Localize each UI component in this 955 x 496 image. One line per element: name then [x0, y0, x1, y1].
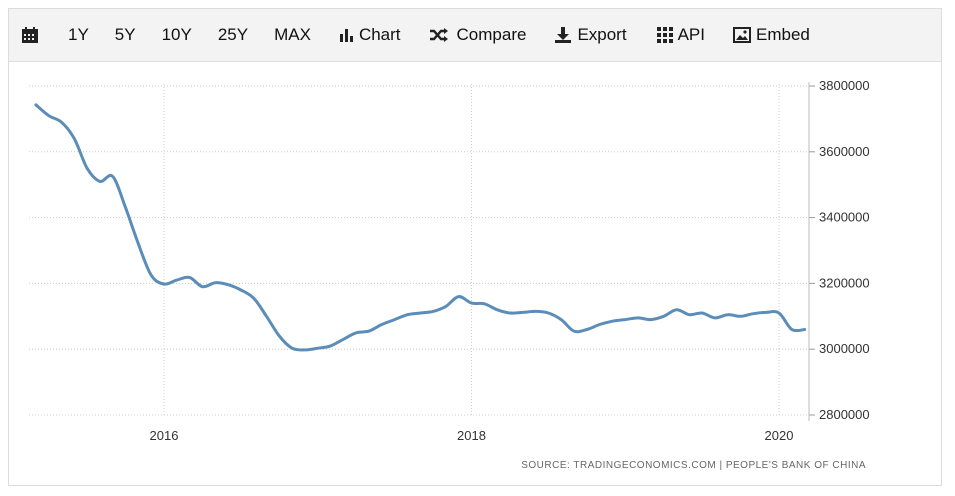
export-button[interactable]: Export	[554, 9, 627, 61]
range-10y-label: 10Y	[161, 25, 192, 44]
y-tick-label: 3600000	[819, 144, 870, 159]
range-25y-label: 25Y	[217, 25, 249, 44]
image-icon	[732, 27, 751, 43]
range-max-label: MAX	[274, 25, 311, 44]
range-5y-button[interactable]: 5Y	[115, 9, 136, 61]
compare-button[interactable]: Compare	[429, 9, 527, 61]
compare-label: Compare	[456, 25, 527, 44]
y-tick-label: 3800000	[819, 78, 870, 93]
chart-toolbar: 1Y 5Y 10Y 25Y MAX Chart Compare	[9, 9, 941, 62]
shuffle-icon	[429, 28, 448, 42]
api-button[interactable]: API	[656, 9, 705, 61]
chart-widget: 1Y 5Y 10Y 25Y MAX Chart Compare	[8, 8, 942, 486]
y-axis: 2800000 3000000 3200000 3400000 3600000 38000…	[808, 78, 870, 422]
chart-type-label: Chart	[358, 25, 401, 44]
calendar-button[interactable]	[21, 9, 39, 61]
range-10y-button[interactable]: 10Y	[162, 9, 192, 61]
y-tick-label: 3000000	[819, 341, 870, 356]
range-max-button[interactable]: MAX	[274, 9, 311, 61]
embed-button[interactable]: Embed	[732, 9, 810, 61]
chart-type-button[interactable]: Chart	[339, 9, 401, 61]
y-tick-label: 3200000	[819, 275, 870, 290]
embed-label: Embed	[755, 25, 810, 44]
grid-icon	[656, 27, 673, 43]
y-tick-label: 3400000	[819, 210, 870, 225]
source-label: SOURCE: TRADINGECONOMICS.COM | PEOPLE'S …	[521, 460, 866, 471]
y-tick-label: 2800000	[819, 407, 870, 422]
x-tick-label: 2018	[457, 428, 486, 443]
bar-chart-icon	[339, 29, 353, 42]
line-chart: 2800000 3000000 3200000 3400000 3600000 38000…	[29, 78, 870, 471]
series-line	[34, 103, 807, 352]
x-axis: 2016 2018 2020	[150, 428, 794, 443]
range-5y-label: 5Y	[114, 25, 136, 44]
export-label: Export	[577, 25, 627, 44]
x-tick-label: 2020	[765, 428, 794, 443]
range-1y-button[interactable]: 1Y	[68, 9, 89, 61]
api-label: API	[677, 25, 705, 44]
range-1y-label: 1Y	[68, 25, 89, 44]
calendar-icon	[22, 27, 38, 43]
download-icon	[555, 27, 572, 43]
x-tick-label: 2016	[150, 428, 179, 443]
grid-layer	[29, 84, 809, 416]
range-25y-button[interactable]: 25Y	[218, 9, 248, 61]
